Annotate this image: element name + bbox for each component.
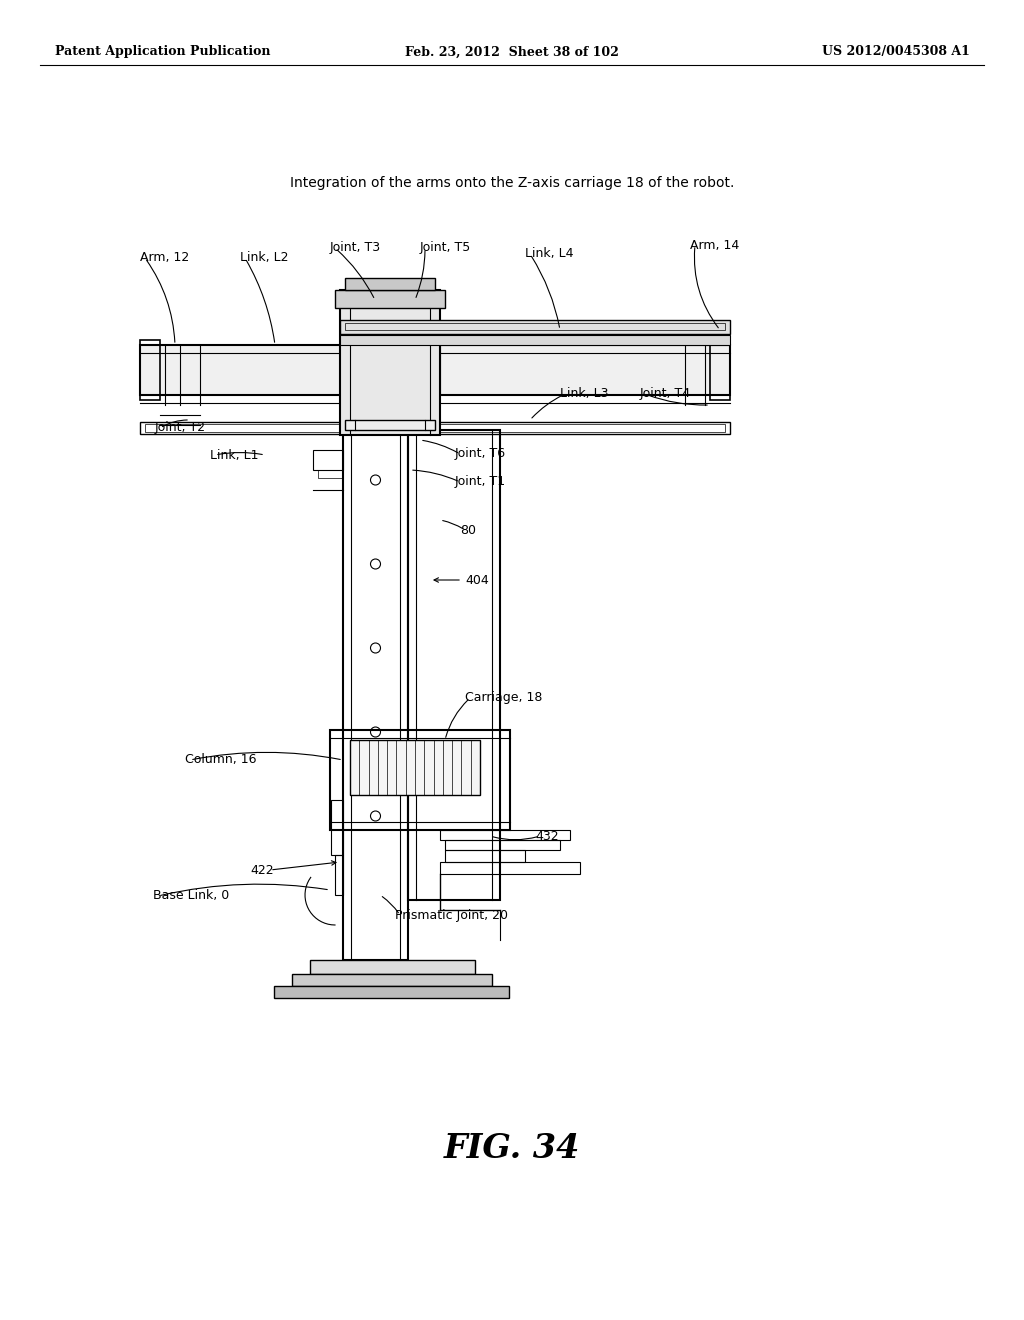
Bar <box>710 341 730 400</box>
Text: 432: 432 <box>535 829 559 842</box>
Bar <box>445 850 525 862</box>
Text: Link, L2: Link, L2 <box>240 252 289 264</box>
Text: Joint, T2: Joint, T2 <box>155 421 206 434</box>
Text: Joint, T1: Joint, T1 <box>455 475 506 488</box>
Text: Prismatic Joint, 20: Prismatic Joint, 20 <box>395 908 508 921</box>
Bar <box>140 422 730 434</box>
Text: Arm, 12: Arm, 12 <box>140 252 189 264</box>
Bar <box>340 290 440 436</box>
Text: Feb. 23, 2012  Sheet 38 of 102: Feb. 23, 2012 Sheet 38 of 102 <box>406 45 618 58</box>
Bar <box>440 345 730 395</box>
Text: US 2012/0045308 A1: US 2012/0045308 A1 <box>822 45 970 58</box>
Text: Column, 16: Column, 16 <box>185 754 256 767</box>
Bar <box>313 450 343 470</box>
Text: Patent Application Publication: Patent Application Publication <box>55 45 270 58</box>
Bar <box>408 430 500 900</box>
Text: Arm, 14: Arm, 14 <box>690 239 739 252</box>
Bar <box>345 279 435 290</box>
Text: Link, L1: Link, L1 <box>210 449 258 462</box>
Text: FIG. 34: FIG. 34 <box>443 1131 581 1164</box>
Text: Link, L3: Link, L3 <box>560 388 608 400</box>
Bar <box>140 341 160 400</box>
Bar <box>440 862 580 874</box>
Bar <box>335 290 445 308</box>
Bar <box>345 323 725 330</box>
Bar <box>330 730 510 830</box>
Text: Integration of the arms onto the Z-axis carriage 18 of the robot.: Integration of the arms onto the Z-axis … <box>290 176 734 190</box>
Bar <box>345 420 435 430</box>
Text: Base Link, 0: Base Link, 0 <box>153 890 229 903</box>
Text: Joint, T3: Joint, T3 <box>330 242 381 255</box>
Bar <box>440 830 570 840</box>
Bar <box>292 974 492 986</box>
Text: Joint, T5: Joint, T5 <box>420 242 471 255</box>
Bar <box>145 424 725 432</box>
Bar <box>140 345 345 395</box>
Text: Joint, T4: Joint, T4 <box>640 388 691 400</box>
Bar <box>335 855 343 895</box>
Text: 404: 404 <box>465 573 488 586</box>
Text: 422: 422 <box>250 863 273 876</box>
Bar <box>343 430 408 960</box>
Bar <box>340 319 730 334</box>
Text: 80: 80 <box>460 524 476 536</box>
Bar <box>340 335 730 345</box>
Text: Joint, T6: Joint, T6 <box>455 447 506 461</box>
Text: Carriage, 18: Carriage, 18 <box>465 692 543 705</box>
Bar <box>274 986 509 998</box>
Bar <box>318 470 343 478</box>
Bar <box>310 960 475 974</box>
Bar <box>350 741 480 795</box>
Bar <box>331 800 343 855</box>
Bar <box>445 840 560 850</box>
Text: Link, L4: Link, L4 <box>525 248 573 260</box>
